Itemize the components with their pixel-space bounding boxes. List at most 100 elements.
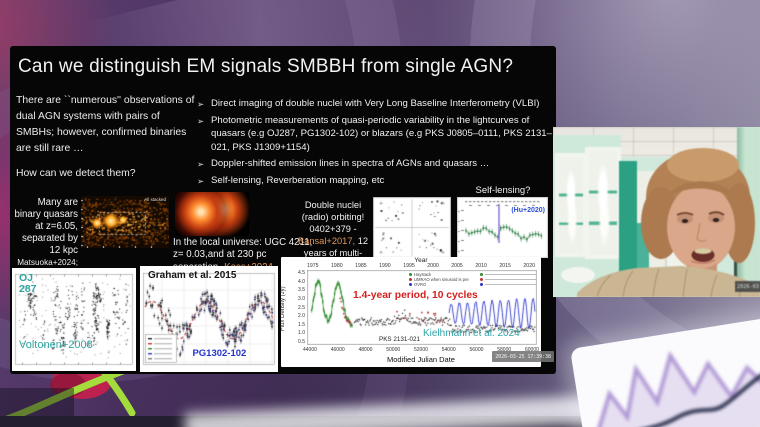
- bullet-arrow-icon: ➢: [197, 159, 205, 170]
- intro-block: There are ``numerous'' observations of d…: [16, 93, 196, 182]
- pks-legend-secondary: [480, 272, 536, 287]
- kielhmann-citation: Kielhmann et al. 2024: [423, 328, 520, 339]
- bullet-arrow-icon: ➢: [197, 99, 205, 109]
- oj287-lightcurve-canvas: [12, 268, 136, 371]
- legend-entry: [480, 282, 536, 287]
- webcam-timestamp: 2026-03: [735, 281, 760, 292]
- presenter-person: [577, 148, 760, 297]
- pks-year-ticks: 1975 1980 1985 1990 1995 2000 2005 2010 2015 2020: [307, 263, 535, 269]
- stacked-image-label: All stacked: [144, 197, 166, 202]
- tick-label: 1.5: [298, 321, 305, 328]
- tick-label: 2010: [475, 263, 487, 269]
- tick-label: 2005: [451, 263, 463, 269]
- graham-lightcurve-canvas: [140, 266, 278, 372]
- tick-label: 2.0: [298, 313, 305, 320]
- webcam-video: 2026-03: [553, 127, 760, 297]
- tick-label: 46000: [330, 347, 345, 353]
- voltonen-citation: Voltonen+2008: [19, 339, 93, 351]
- oj287-panel: OJ 287 Voltonen+2008: [12, 268, 136, 371]
- white-bowl: [561, 267, 595, 283]
- matsuoka-citation: Matsuoka+2024;: [17, 258, 78, 268]
- webcam-scene: 2026-03: [553, 127, 760, 297]
- binary-quasars-note: Many are binary quasars at z=6.05, separ…: [12, 197, 78, 268]
- tick-label: 3.5: [298, 287, 305, 294]
- pks-top-axis-label: Year: [414, 257, 428, 264]
- bullet-item: ➢ Doppler-shifted emission lines in spect…: [197, 157, 554, 171]
- presentation-slide: Can we distinguish EM signals SMBBH from…: [10, 46, 556, 374]
- tick-label: 52000: [414, 347, 428, 353]
- legend-label: OVRO: [414, 282, 427, 287]
- pg1302-label: PG1302-102: [192, 348, 247, 359]
- tick-label: 58000: [497, 347, 512, 353]
- tick-label: 1975: [307, 263, 319, 269]
- ugc4211-image: [175, 192, 249, 236]
- double-nuclei-text: Double nuclei (radio) orbiting! 0402+379…: [301, 200, 365, 235]
- tick-label: 60000: [525, 347, 539, 353]
- vlbi-canvas: [373, 197, 451, 258]
- graham-title: Graham et al. 2015: [148, 270, 237, 281]
- binary-quasars-text: Many are binary quasars at z=6.05, separ…: [14, 197, 78, 257]
- bullet-item: ➢ Direct imaging of double nuclei with Ve…: [197, 97, 554, 111]
- slide-title: Can we distinguish EM signals SMBBH from…: [18, 56, 514, 77]
- stacked-quasar-heatmap: [81, 196, 169, 248]
- legend-marker: [409, 273, 412, 276]
- legend-entry: [480, 272, 536, 277]
- bansal-citation: Bansal+2017,: [297, 236, 356, 247]
- tick-label: 2015: [499, 263, 511, 269]
- tick-label: 1.0: [298, 330, 305, 337]
- legend-marker: [409, 278, 412, 281]
- legend-entry: [480, 277, 536, 282]
- self-lensing-canvas: [457, 197, 548, 258]
- legend-entry: Haystack: [409, 272, 469, 277]
- graham-panel: Graham et al. 2015 PG1302-102: [140, 266, 278, 372]
- bullet-text: Self-lensing, Reverberation mapping, etc: [211, 175, 385, 187]
- pks-object-label: PKS 2131-021: [379, 336, 420, 343]
- teal-wall-strip: [619, 161, 637, 297]
- tick-label: 1990: [379, 263, 391, 269]
- bullet-list: ➢ Direct imaging of double nuclei with Ve…: [197, 97, 554, 188]
- legend-label: Haystack: [414, 272, 432, 277]
- bullet-text: Direct imaging of double nuclei with Ver…: [211, 98, 540, 109]
- tick-label: 50000: [386, 347, 401, 353]
- pks-x-axis-label: Modified Julian Date: [387, 355, 455, 364]
- self-lensing-plot: (Hu+2020): [457, 197, 548, 258]
- self-lensing-label: Self-lensing?: [475, 185, 531, 196]
- tick-label: 4.5: [298, 270, 305, 276]
- bullet-arrow-icon: ➢: [197, 115, 205, 126]
- tick-label: 2.5: [298, 304, 305, 311]
- recording-timestamp: 2026-03-25 17:39:38: [492, 351, 554, 362]
- tick-label: 44000: [303, 347, 317, 353]
- tick-label: 2000: [427, 263, 439, 269]
- pks-lightcurve-canvas: [307, 270, 537, 345]
- pks-y-axis-label: Flux Density (Jy): [280, 286, 286, 332]
- legend-label: UMRAO when sinusoid is present: [414, 277, 469, 282]
- question-text: How can we detect them?: [16, 167, 136, 179]
- tick-label: 48000: [358, 347, 373, 353]
- tick-label: 1980: [331, 263, 343, 269]
- bullet-text: Photometric measurements of quasi-period…: [211, 114, 552, 153]
- legend-entry: OVRO: [409, 282, 469, 287]
- pks-y-ticks: 4.5 4.0 3.5 3.0 2.5 2.0 1.5 1.0 0.5: [289, 270, 305, 345]
- tick-label: 0.5: [298, 339, 305, 345]
- hu-citation: (Hu+2020): [511, 207, 545, 214]
- stacked-quasar-image: All stacked: [81, 196, 169, 248]
- tick-label: 56000: [469, 347, 484, 353]
- oj287-object-label: OJ 287: [19, 272, 37, 296]
- bullet-arrow-icon: ➢: [197, 176, 205, 187]
- intro-text: There are ``numerous'' observations of d…: [16, 95, 195, 155]
- pks-panel: Year 1975 1980 1985 1990 1995 2000 2005 2010 201…: [280, 257, 541, 367]
- tick-label: 1985: [355, 263, 367, 269]
- bullet-item: ➢ Self-lensing, Reverberation mapping, et…: [197, 174, 554, 188]
- bullet-item: ➢ Photometric measurements of quasi-perio…: [197, 114, 554, 155]
- legend-entry: UMRAO when sinusoid is present: [409, 277, 469, 282]
- vlbi-panel-image: [373, 197, 451, 258]
- tick-label: 1995: [403, 263, 415, 269]
- bullet-text: Doppler-shifted emission lines in spectr…: [211, 158, 490, 170]
- tick-label: 4.0: [298, 278, 305, 285]
- period-annotation: 1.4-year period, 10 cycles: [353, 290, 478, 301]
- tick-label: 3.0: [298, 295, 305, 302]
- pks-x-ticks: 44000 46000 48000 50000 52000 54000 56000 58000…: [303, 347, 539, 353]
- legend-marker: [409, 283, 412, 286]
